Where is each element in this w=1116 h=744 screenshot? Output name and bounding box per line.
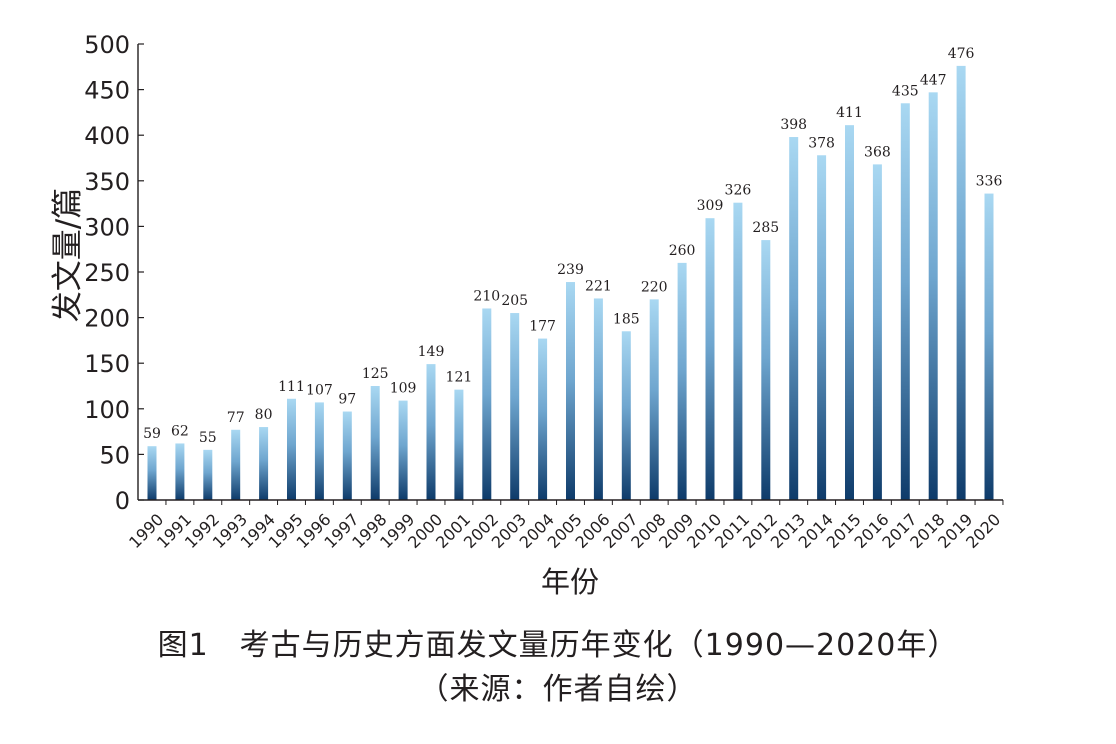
bar xyxy=(147,446,157,500)
bar-value-label: 368 xyxy=(864,144,891,160)
bar-value-label: 97 xyxy=(338,392,356,408)
bar xyxy=(649,299,659,500)
y-tick-label: 300 xyxy=(84,213,130,241)
bar xyxy=(928,92,938,500)
bar-value-label: 107 xyxy=(306,382,333,398)
bar xyxy=(538,338,548,500)
y-tick-label: 150 xyxy=(84,350,130,378)
y-tick-label: 0 xyxy=(115,487,130,515)
bar xyxy=(370,386,380,500)
bar xyxy=(454,389,464,500)
bar-value-label: 80 xyxy=(255,407,273,423)
bar xyxy=(342,411,352,500)
bar-value-label: 210 xyxy=(473,288,500,304)
y-axis-label: 发文量/篇 xyxy=(50,188,86,322)
bar xyxy=(845,125,854,500)
x-axis: 1990199119921993199419951996199719981999… xyxy=(125,499,1004,552)
bars-group xyxy=(147,65,994,501)
bar-value-label: 121 xyxy=(446,370,473,386)
bar-value-label: 177 xyxy=(529,319,556,335)
bar-value-label: 220 xyxy=(641,279,668,295)
bar xyxy=(984,193,994,500)
bar-value-label: 125 xyxy=(362,366,389,382)
bar-value-label: 109 xyxy=(390,381,417,397)
bar-value-label: 59 xyxy=(143,426,161,442)
bar-value-label: 398 xyxy=(780,117,807,133)
x-axis-label: 年份 xyxy=(541,565,599,599)
bar xyxy=(510,313,520,500)
bar xyxy=(231,429,241,500)
bar xyxy=(566,282,575,500)
bar-value-label: 221 xyxy=(585,278,612,294)
bar xyxy=(956,65,966,500)
y-tick-label: 250 xyxy=(84,259,130,287)
bar-value-label: 411 xyxy=(836,105,863,121)
bar xyxy=(593,298,603,500)
bar xyxy=(705,218,715,500)
bar-value-label: 149 xyxy=(418,344,445,360)
bar-value-label: 111 xyxy=(278,379,305,395)
bar xyxy=(259,427,269,500)
bar-value-label: 62 xyxy=(171,423,189,439)
bar xyxy=(314,402,324,500)
bar-value-label: 378 xyxy=(808,135,835,151)
bar xyxy=(872,164,882,500)
bar-value-label: 185 xyxy=(613,311,640,327)
bar xyxy=(175,443,185,500)
bar xyxy=(203,449,213,500)
bar xyxy=(900,103,910,500)
bar xyxy=(398,400,408,500)
y-tick-label: 100 xyxy=(84,396,130,424)
y-axis: 0 50 100 150 200 250 300 350 400 450 500 xyxy=(84,31,144,515)
y-tick-label: 450 xyxy=(84,77,130,105)
y-tick-label: 200 xyxy=(84,305,130,333)
bar-value-label: 309 xyxy=(697,198,724,214)
bar xyxy=(621,331,631,500)
figure-source-note: （来源：作者自绘） xyxy=(418,672,698,707)
bar xyxy=(817,155,827,500)
y-tick-label: 350 xyxy=(84,168,130,196)
bar xyxy=(789,137,799,501)
bar xyxy=(426,364,436,500)
y-tick-label: 50 xyxy=(99,441,130,469)
figure-caption: 图1 考古与历史方面发文量历年变化（1990—2020年） xyxy=(157,628,959,663)
bar-value-label: 447 xyxy=(920,72,947,88)
bar-value-label: 476 xyxy=(948,46,975,62)
bar-value-label: 55 xyxy=(199,430,217,446)
bar-value-label: 435 xyxy=(892,83,919,99)
bar-value-label: 77 xyxy=(227,410,245,426)
bar-value-label: 205 xyxy=(501,293,528,309)
y-tick-label: 400 xyxy=(84,122,130,150)
bar xyxy=(287,398,296,500)
y-tick-label: 500 xyxy=(84,31,130,59)
bar xyxy=(761,240,771,500)
bar xyxy=(482,308,492,500)
bar-value-label: 285 xyxy=(752,220,779,236)
bar-value-label: 336 xyxy=(976,174,1003,190)
bar xyxy=(677,262,687,500)
bar-value-label: 326 xyxy=(725,183,752,199)
bar-value-label: 239 xyxy=(557,262,584,278)
bar xyxy=(733,202,743,501)
bar-value-label: 260 xyxy=(669,243,696,259)
